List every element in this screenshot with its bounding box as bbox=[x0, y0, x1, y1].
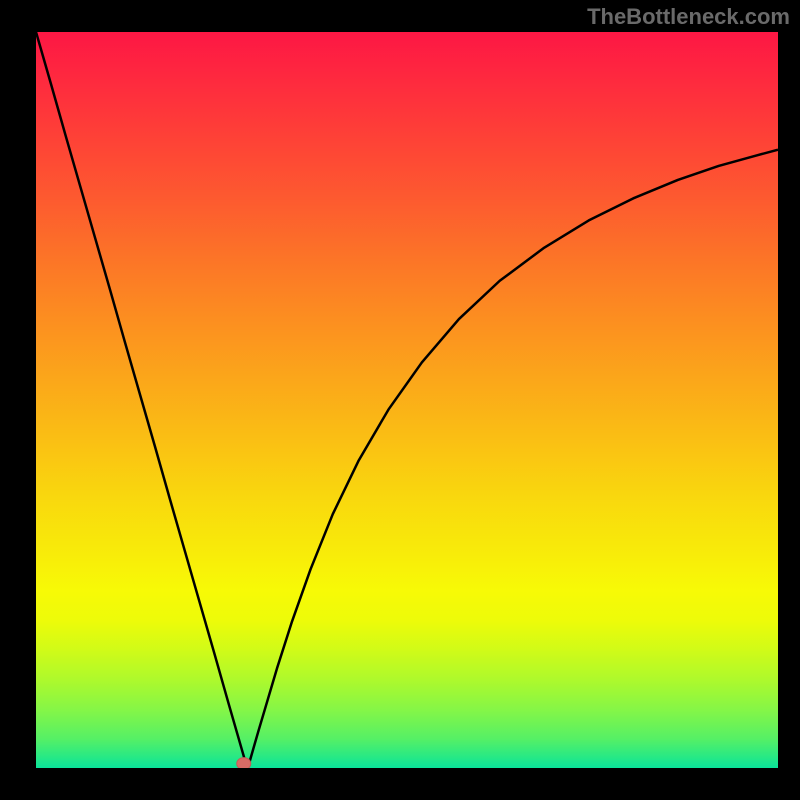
watermark-text: TheBottleneck.com bbox=[587, 4, 790, 30]
gradient-background bbox=[36, 32, 778, 768]
chart-container: TheBottleneck.com bbox=[0, 0, 800, 800]
chart-svg bbox=[36, 32, 778, 768]
minimum-marker bbox=[237, 758, 251, 768]
plot-area bbox=[36, 32, 778, 768]
